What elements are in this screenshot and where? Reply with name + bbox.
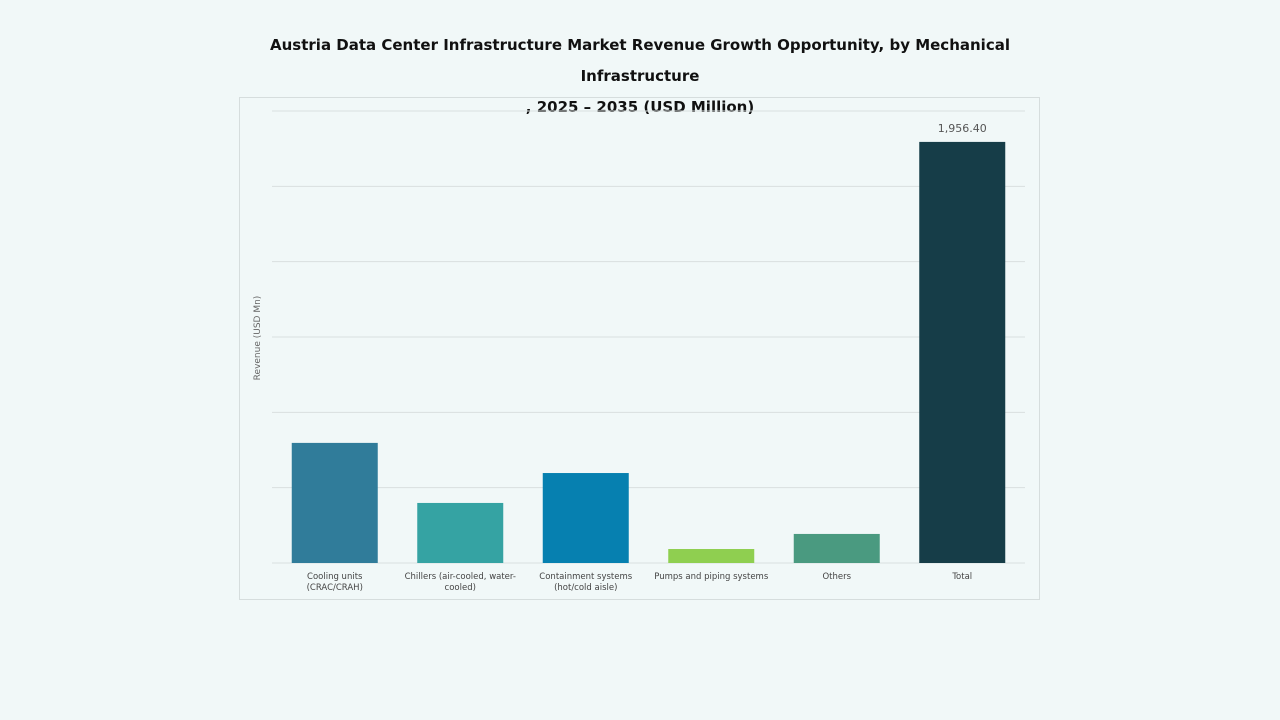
bar xyxy=(291,442,378,563)
x-tick-label: cooled) xyxy=(445,583,476,593)
x-tick-label: Total xyxy=(951,572,972,582)
data-label: 1,956.40 xyxy=(938,122,987,135)
bar xyxy=(919,141,1006,563)
x-tick-label: Chillers (air-cooled, water- xyxy=(405,572,516,582)
x-tick-label: Cooling units xyxy=(307,572,363,582)
title-line-1: Austria Data Center Infrastructure Marke… xyxy=(270,36,1010,85)
bar xyxy=(542,473,629,563)
chart-frame xyxy=(239,97,1040,600)
bar xyxy=(668,549,755,563)
x-tick-label: (hot/cold aisle) xyxy=(554,583,617,593)
bar xyxy=(793,533,880,563)
x-tick-label: Pumps and piping systems xyxy=(654,572,769,582)
x-tick-label: Containment systems xyxy=(539,572,632,582)
x-tick-label: (CRAC/CRAH) xyxy=(307,583,363,593)
bar xyxy=(417,502,504,563)
x-tick-label: Others xyxy=(822,572,851,582)
